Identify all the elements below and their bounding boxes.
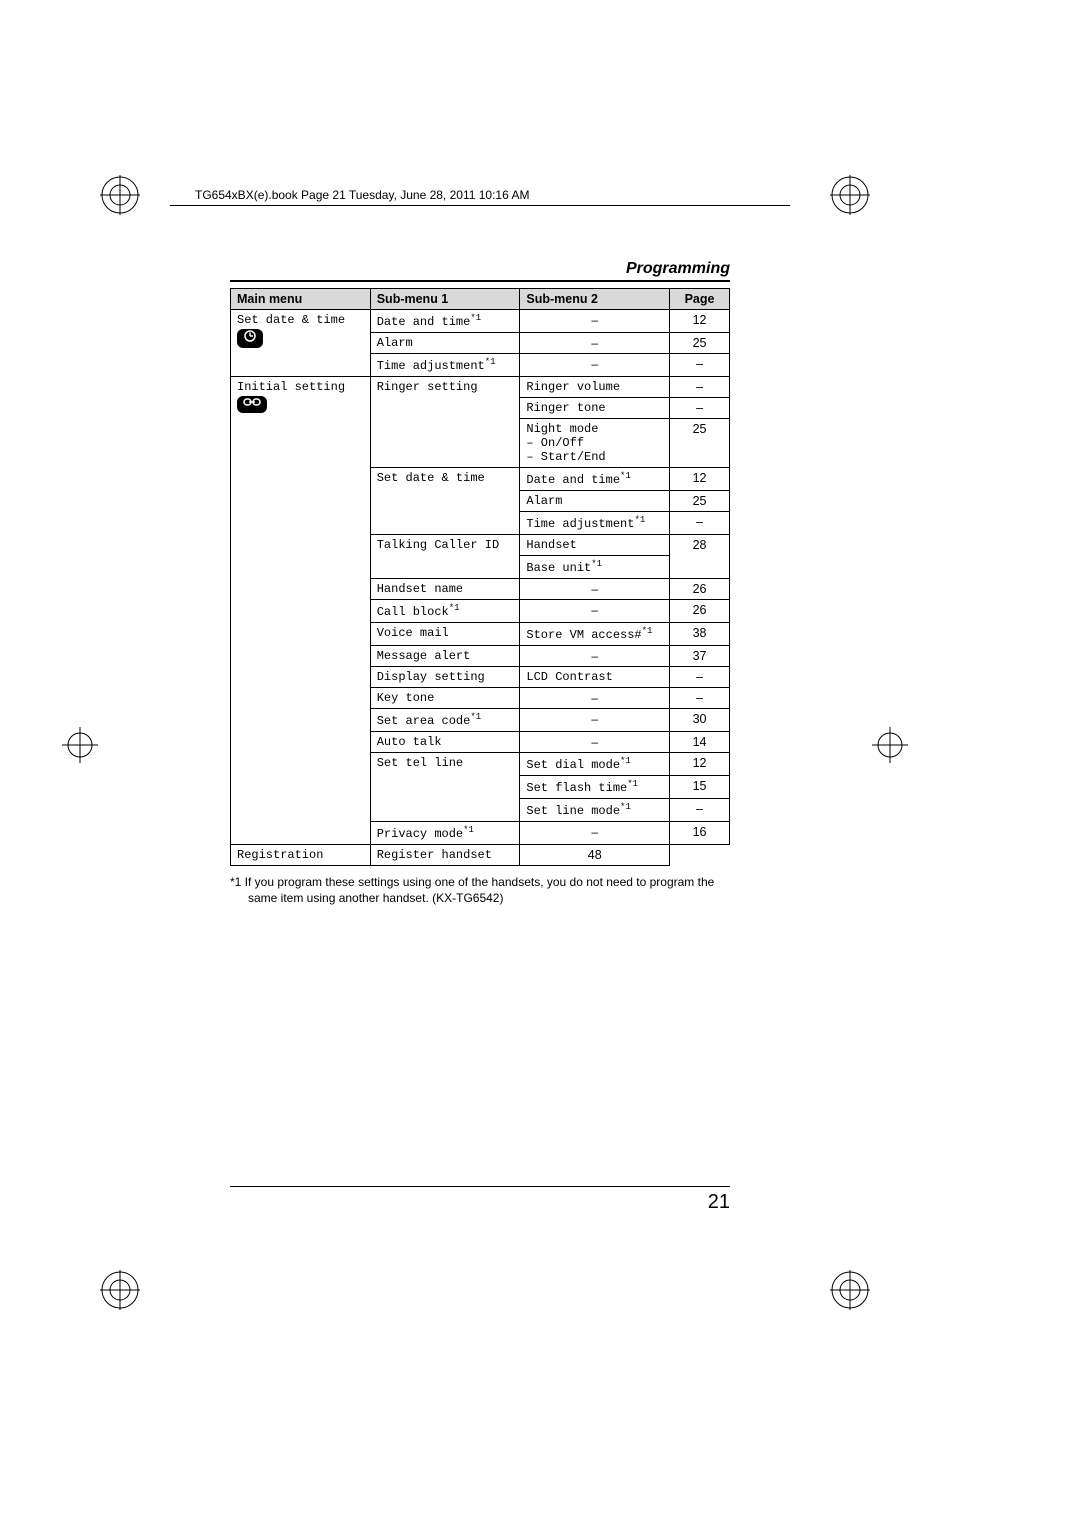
page-cell: 14 <box>670 732 730 753</box>
sub2-cell: Base unit*1 <box>520 556 670 579</box>
page-cell: – <box>670 398 730 419</box>
page-cell: 38 <box>670 623 730 646</box>
reg-mark <box>100 1270 140 1310</box>
col-sub2: Sub-menu 2 <box>520 289 670 310</box>
footer-rule <box>230 1186 730 1187</box>
page-cell: 26 <box>670 600 730 623</box>
sub1-cell: Set area code*1 <box>370 709 520 732</box>
reg-mark <box>870 725 910 765</box>
col-sub1: Sub-menu 1 <box>370 289 520 310</box>
sub1-cell: Auto talk <box>370 732 520 753</box>
menu-table: Main menu Sub-menu 1 Sub-menu 2 Page Set… <box>230 288 730 866</box>
page-cell: 15 <box>670 776 730 799</box>
sub2-cell: – <box>520 579 670 600</box>
sub1-cell: Privacy mode*1 <box>370 822 520 845</box>
page-cell: 37 <box>670 646 730 667</box>
page-cell: 30 <box>670 709 730 732</box>
main-cell: Set date & time <box>231 310 371 377</box>
page-cell: – <box>670 667 730 688</box>
page-cell: 26 <box>670 579 730 600</box>
main-cell: Initial setting <box>231 377 371 845</box>
sub2-cell: – <box>520 310 670 333</box>
page-content: Programming Main menu Sub-menu 1 Sub-men… <box>230 260 730 1214</box>
sub1-cell: Display setting <box>370 667 520 688</box>
sub2-cell: – <box>520 822 670 845</box>
heading-rule <box>230 280 730 282</box>
sub2-cell: Night mode – On/Off – Start/End <box>520 419 670 468</box>
sub2-cell: Set flash time*1 <box>520 776 670 799</box>
sub1-cell: Set tel line <box>370 753 520 822</box>
sub1-cell: Registration <box>231 845 371 866</box>
page-cell: 28 <box>670 535 730 579</box>
sub2-cell: LCD Contrast <box>520 667 670 688</box>
sub2-cell: – <box>520 333 670 354</box>
sub1-cell: Voice mail <box>370 623 520 646</box>
reg-mark <box>100 175 140 215</box>
page-cell: – <box>670 377 730 398</box>
sub2-cell: – <box>520 709 670 732</box>
page-cell: – <box>670 354 730 377</box>
header-rule <box>170 205 790 206</box>
reg-mark <box>60 725 100 765</box>
main-label: Set date & time <box>237 313 345 327</box>
sub2-cell: Handset <box>520 535 670 556</box>
page-cell: 25 <box>670 491 730 512</box>
page-cell: – <box>670 799 730 822</box>
col-page: Page <box>670 289 730 310</box>
sub2-cell: Ringer tone <box>520 398 670 419</box>
sub2-cell: Alarm <box>520 491 670 512</box>
sub2-cell: Date and time*1 <box>520 468 670 491</box>
running-header: TG654xBX(e).book Page 21 Tuesday, June 2… <box>195 188 529 202</box>
page-cell: 25 <box>670 419 730 468</box>
page-cell: – <box>670 512 730 535</box>
main-label: Initial setting <box>237 380 345 394</box>
page-cell: 12 <box>670 468 730 491</box>
section-heading: Programming <box>230 260 730 278</box>
sub2-cell: Set dial mode*1 <box>520 753 670 776</box>
sub1-cell: Ringer setting <box>370 377 520 468</box>
sub2-cell: Ringer volume <box>520 377 670 398</box>
footnote: *1 If you program these settings using o… <box>230 874 730 906</box>
page-cell: 12 <box>670 310 730 333</box>
sub2-cell: – <box>520 354 670 377</box>
page-cell: – <box>670 688 730 709</box>
sub2-cell: Store VM access#*1 <box>520 623 670 646</box>
sub1-cell: Set date & time <box>370 468 520 535</box>
sub1-cell: Message alert <box>370 646 520 667</box>
clock-icon <box>237 329 263 348</box>
page-cell: 12 <box>670 753 730 776</box>
sub1-cell: Talking Caller ID <box>370 535 520 579</box>
sub1-cell: Handset name <box>370 579 520 600</box>
page-cell: 25 <box>670 333 730 354</box>
sub2-cell: Register handset <box>370 845 520 866</box>
reg-mark <box>830 1270 870 1310</box>
sub2-cell: – <box>520 600 670 623</box>
page-cell: 16 <box>670 822 730 845</box>
page-cell: 48 <box>520 845 670 866</box>
sub1-cell: Date and time*1 <box>370 310 520 333</box>
sub2-cell: Set line mode*1 <box>520 799 670 822</box>
sub2-cell: – <box>520 646 670 667</box>
link-icon <box>237 396 267 413</box>
page-number: 21 <box>230 1191 730 1214</box>
reg-mark <box>830 175 870 215</box>
col-main: Main menu <box>231 289 371 310</box>
sub1-cell: Call block*1 <box>370 600 520 623</box>
sub1-cell: Time adjustment*1 <box>370 354 520 377</box>
sub2-cell: – <box>520 688 670 709</box>
sub2-cell: – <box>520 732 670 753</box>
sub1-cell: Key tone <box>370 688 520 709</box>
sub2-cell: Time adjustment*1 <box>520 512 670 535</box>
sub1-cell: Alarm <box>370 333 520 354</box>
